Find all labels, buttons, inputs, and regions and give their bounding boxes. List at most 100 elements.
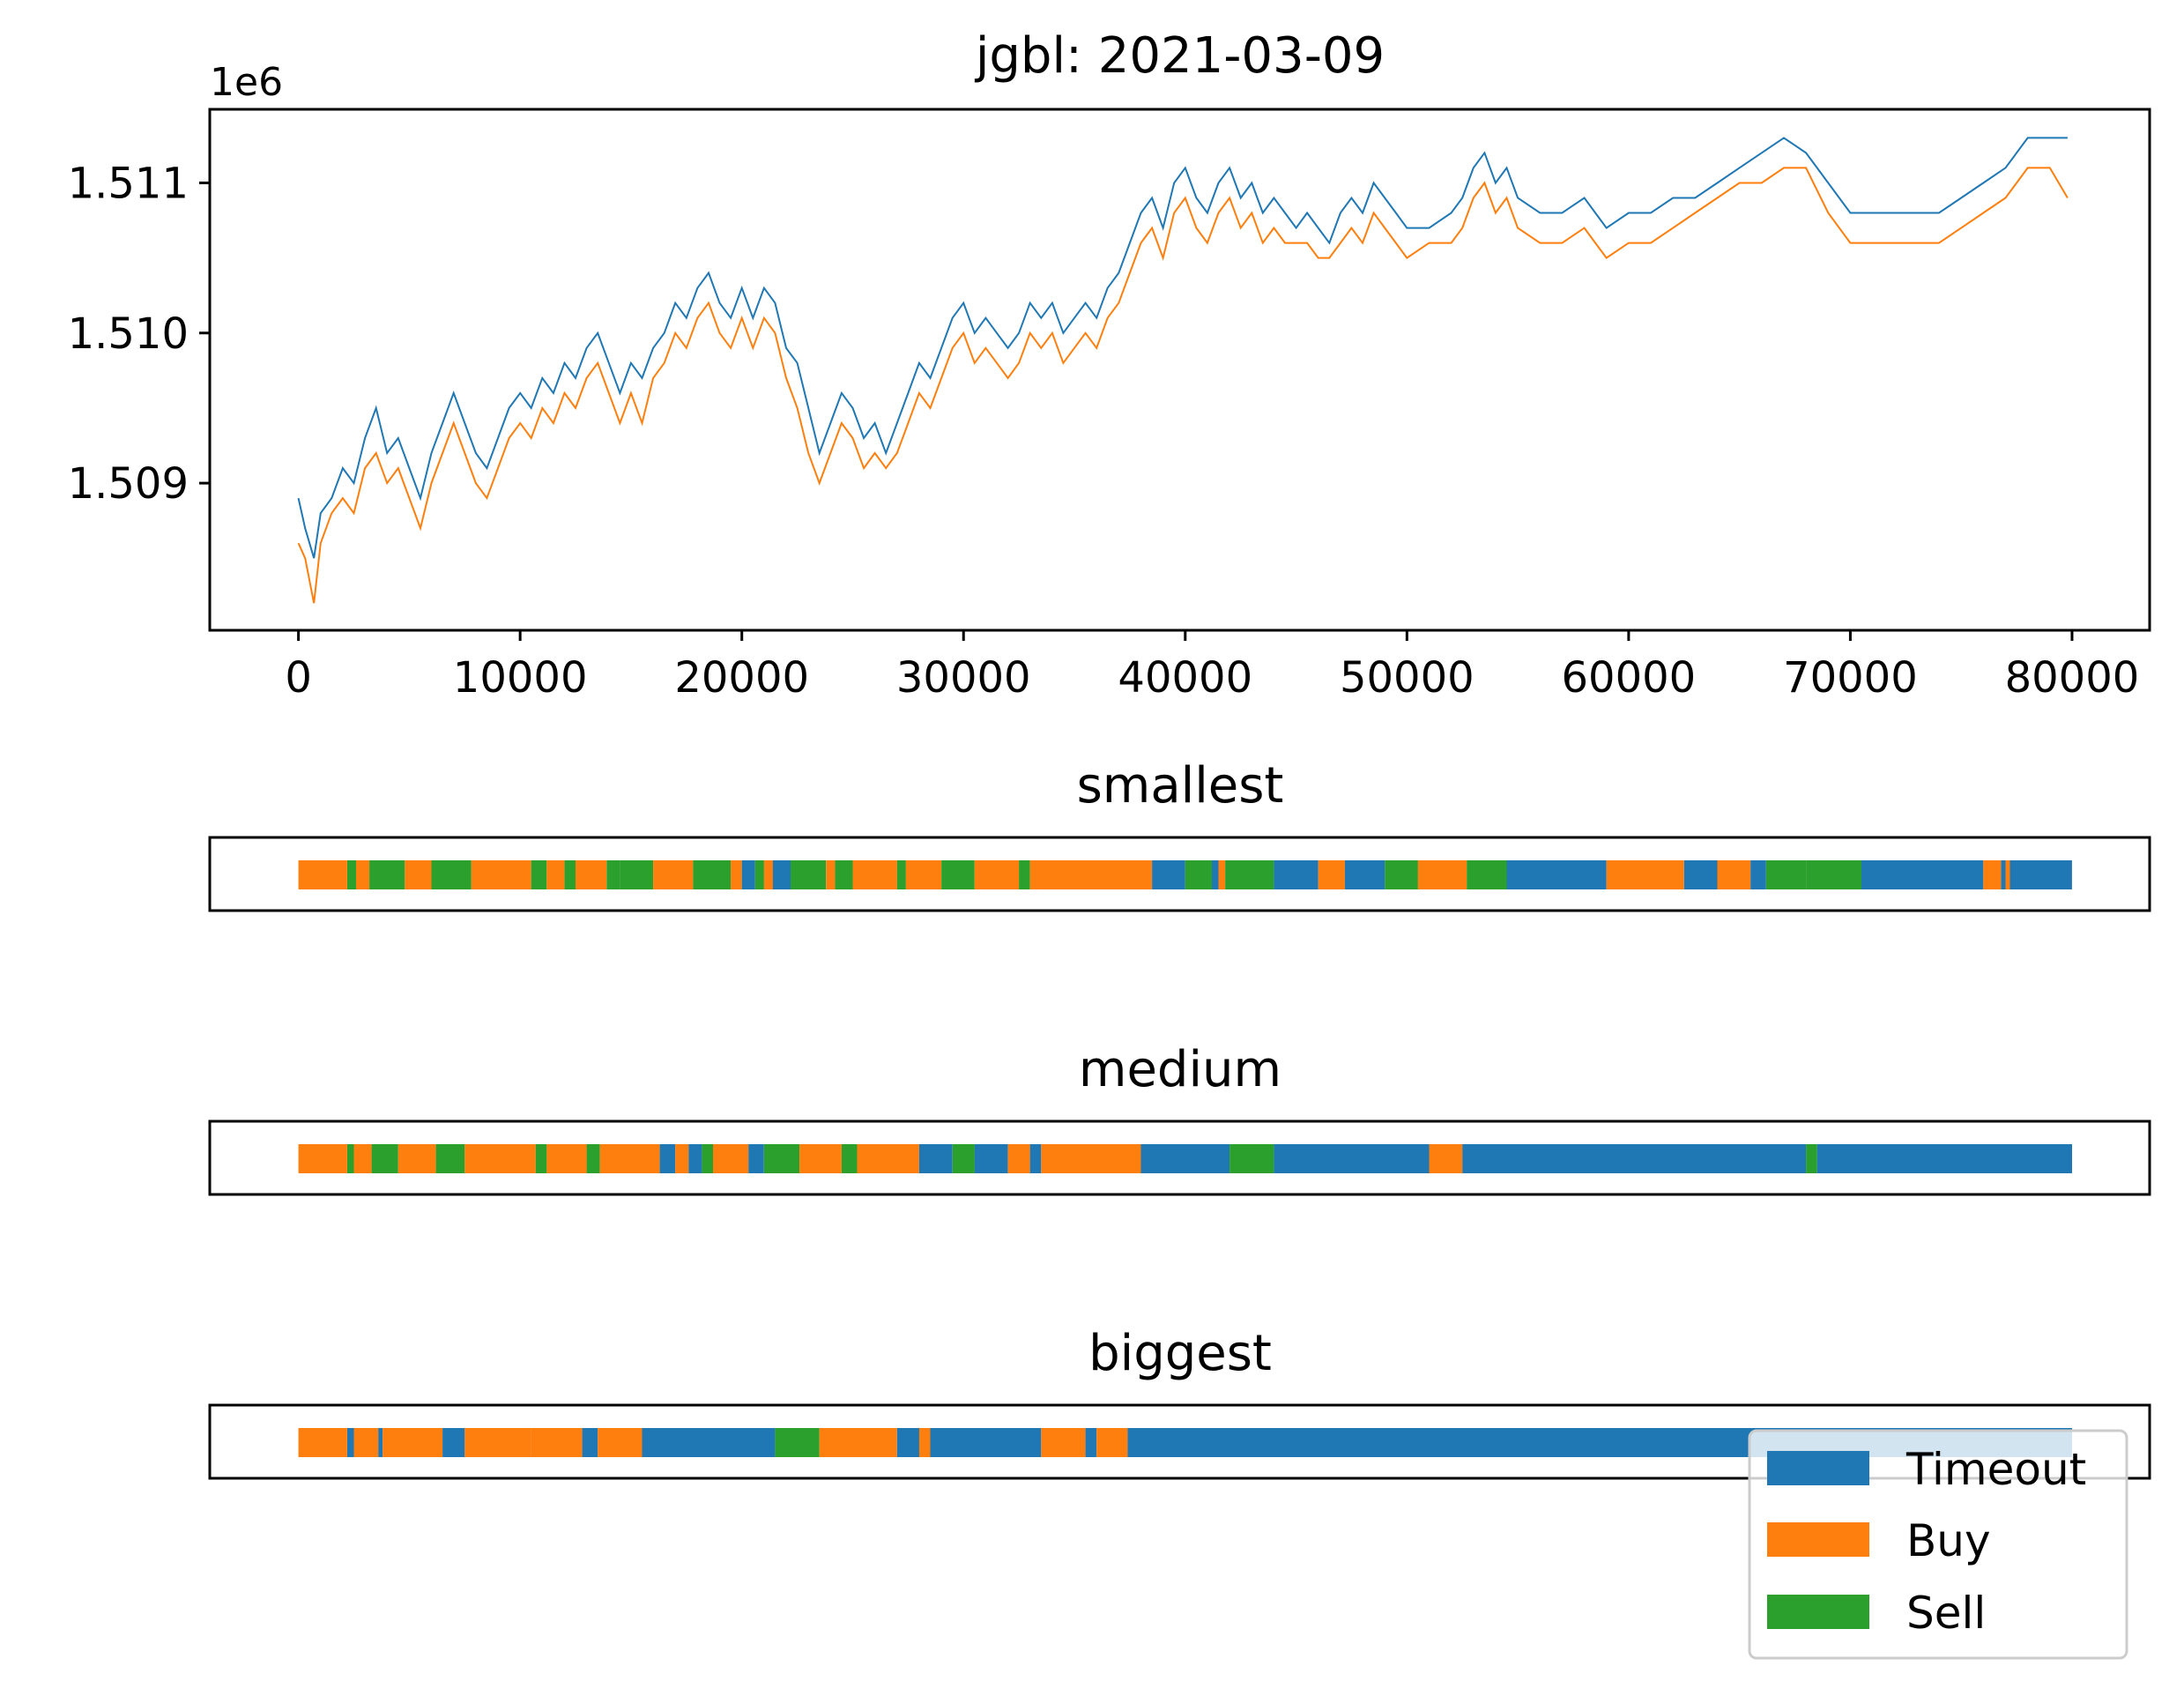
segment-buy xyxy=(653,860,694,889)
segment-sell xyxy=(1765,860,1807,889)
segment-timeout xyxy=(1140,1144,1230,1173)
smallest-frame xyxy=(208,836,2151,912)
segment-timeout xyxy=(896,1428,919,1457)
segment-sell xyxy=(1806,1144,1817,1173)
segment-timeout xyxy=(659,1144,676,1173)
segment-buy xyxy=(356,860,370,889)
segment-sell xyxy=(1467,860,1507,889)
segment-timeout xyxy=(2001,860,2006,889)
smallest-segments xyxy=(298,860,2072,889)
segment-buy xyxy=(598,1428,643,1457)
segment-timeout xyxy=(1085,1428,1097,1457)
segment-sell xyxy=(896,860,906,889)
segment-timeout xyxy=(748,1144,764,1173)
segment-buy xyxy=(1717,860,1751,889)
legend-label-buy: Buy xyxy=(1906,1515,1991,1566)
segment-buy xyxy=(1429,1144,1463,1173)
segment-buy xyxy=(826,860,836,889)
medium-panel: medium xyxy=(208,1041,2151,1196)
segment-sell xyxy=(763,1144,800,1173)
segment-buy xyxy=(576,860,607,889)
segment-timeout xyxy=(1152,860,1185,889)
smallest-title: smallest xyxy=(1077,757,1284,815)
segment-buy xyxy=(546,860,565,889)
medium-title: medium xyxy=(1079,1041,1281,1098)
segment-buy xyxy=(857,1144,919,1173)
segment-sell xyxy=(1229,1144,1274,1173)
segment-timeout xyxy=(1506,860,1607,889)
segment-timeout xyxy=(2009,860,2072,889)
x-tick-label: 80000 xyxy=(2005,653,2140,703)
segment-buy xyxy=(1318,860,1345,889)
x-axis-ticks: 0 10000 20000 30000 40000 50000 60000 70000 8000… xyxy=(285,630,2139,703)
segment-buy xyxy=(464,1144,536,1173)
segment-sell xyxy=(371,1144,398,1173)
segment-timeout xyxy=(1029,1144,1042,1173)
segment-buy xyxy=(731,860,742,889)
segment-timeout xyxy=(1212,860,1219,889)
segment-sell xyxy=(775,1428,820,1457)
series-line-1 xyxy=(297,167,2069,604)
segment-sell xyxy=(535,1144,547,1173)
x-tick-label: 20000 xyxy=(674,653,809,703)
segment-sell xyxy=(531,860,547,889)
segment-sell xyxy=(1385,860,1418,889)
segment-buy xyxy=(1218,860,1225,889)
segment-timeout xyxy=(442,1428,465,1457)
segment-sell xyxy=(1019,860,1030,889)
segment-sell xyxy=(702,1144,713,1173)
segment-sell xyxy=(564,860,576,889)
segment-buy xyxy=(852,860,897,889)
segment-sell xyxy=(435,1144,465,1173)
line-plot-area xyxy=(297,137,2069,604)
segment-sell xyxy=(791,860,827,889)
biggest-frame xyxy=(208,1403,2151,1480)
segment-buy xyxy=(471,860,531,889)
segment-timeout xyxy=(1344,860,1385,889)
price-chart-frame xyxy=(208,108,2151,632)
segment-timeout xyxy=(741,860,755,889)
segment-buy xyxy=(353,1428,379,1457)
medium-frame xyxy=(208,1120,2151,1196)
segment-timeout xyxy=(772,860,791,889)
medium-segments xyxy=(298,1144,2072,1173)
segment-timeout xyxy=(688,1144,702,1173)
series-line-0 xyxy=(297,137,2068,559)
segment-timeout xyxy=(1274,860,1319,889)
segment-timeout xyxy=(378,1428,383,1457)
segment-sell xyxy=(952,1144,975,1173)
segment-buy xyxy=(905,860,941,889)
x-tick-label: 0 xyxy=(285,653,312,703)
segment-timeout xyxy=(930,1428,1042,1457)
legend: Timeout Buy Sell xyxy=(1748,1429,2128,1660)
segment-timeout xyxy=(1462,1144,1807,1173)
segment-sell xyxy=(606,860,620,889)
y-tick-label: 1.509 xyxy=(68,459,189,509)
segment-buy xyxy=(1417,860,1467,889)
segment-buy xyxy=(405,860,432,889)
segment-timeout xyxy=(1861,860,1939,889)
segment-buy xyxy=(974,860,1020,889)
legend-label-timeout: Timeout xyxy=(1905,1444,2086,1495)
price-chart: jgbl: 2021-03-09 1e6 0 10000 20000 30000 400… xyxy=(68,27,2151,703)
segment-sell xyxy=(754,860,764,889)
segment-sell xyxy=(347,1144,354,1173)
segment-timeout xyxy=(347,1428,354,1457)
x-tick-label: 30000 xyxy=(896,653,1031,703)
segment-timeout xyxy=(1683,860,1718,889)
segment-buy xyxy=(763,860,773,889)
segment-buy xyxy=(1606,860,1684,889)
segment-timeout xyxy=(1274,1144,1430,1173)
price-chart-title: jgbl: 2021-03-09 xyxy=(974,27,1385,85)
y-axis-ticks: 1.509 1.510 1.511 xyxy=(68,159,210,509)
segment-sell xyxy=(1806,860,1861,889)
x-tick-label: 60000 xyxy=(1562,653,1697,703)
x-tick-label: 70000 xyxy=(1783,653,1918,703)
segment-sell xyxy=(1185,860,1212,889)
segment-buy xyxy=(599,1144,660,1173)
segment-sell xyxy=(347,860,357,889)
segment-buy xyxy=(1007,1144,1030,1173)
segment-sell xyxy=(620,860,654,889)
segment-buy xyxy=(383,1428,443,1457)
